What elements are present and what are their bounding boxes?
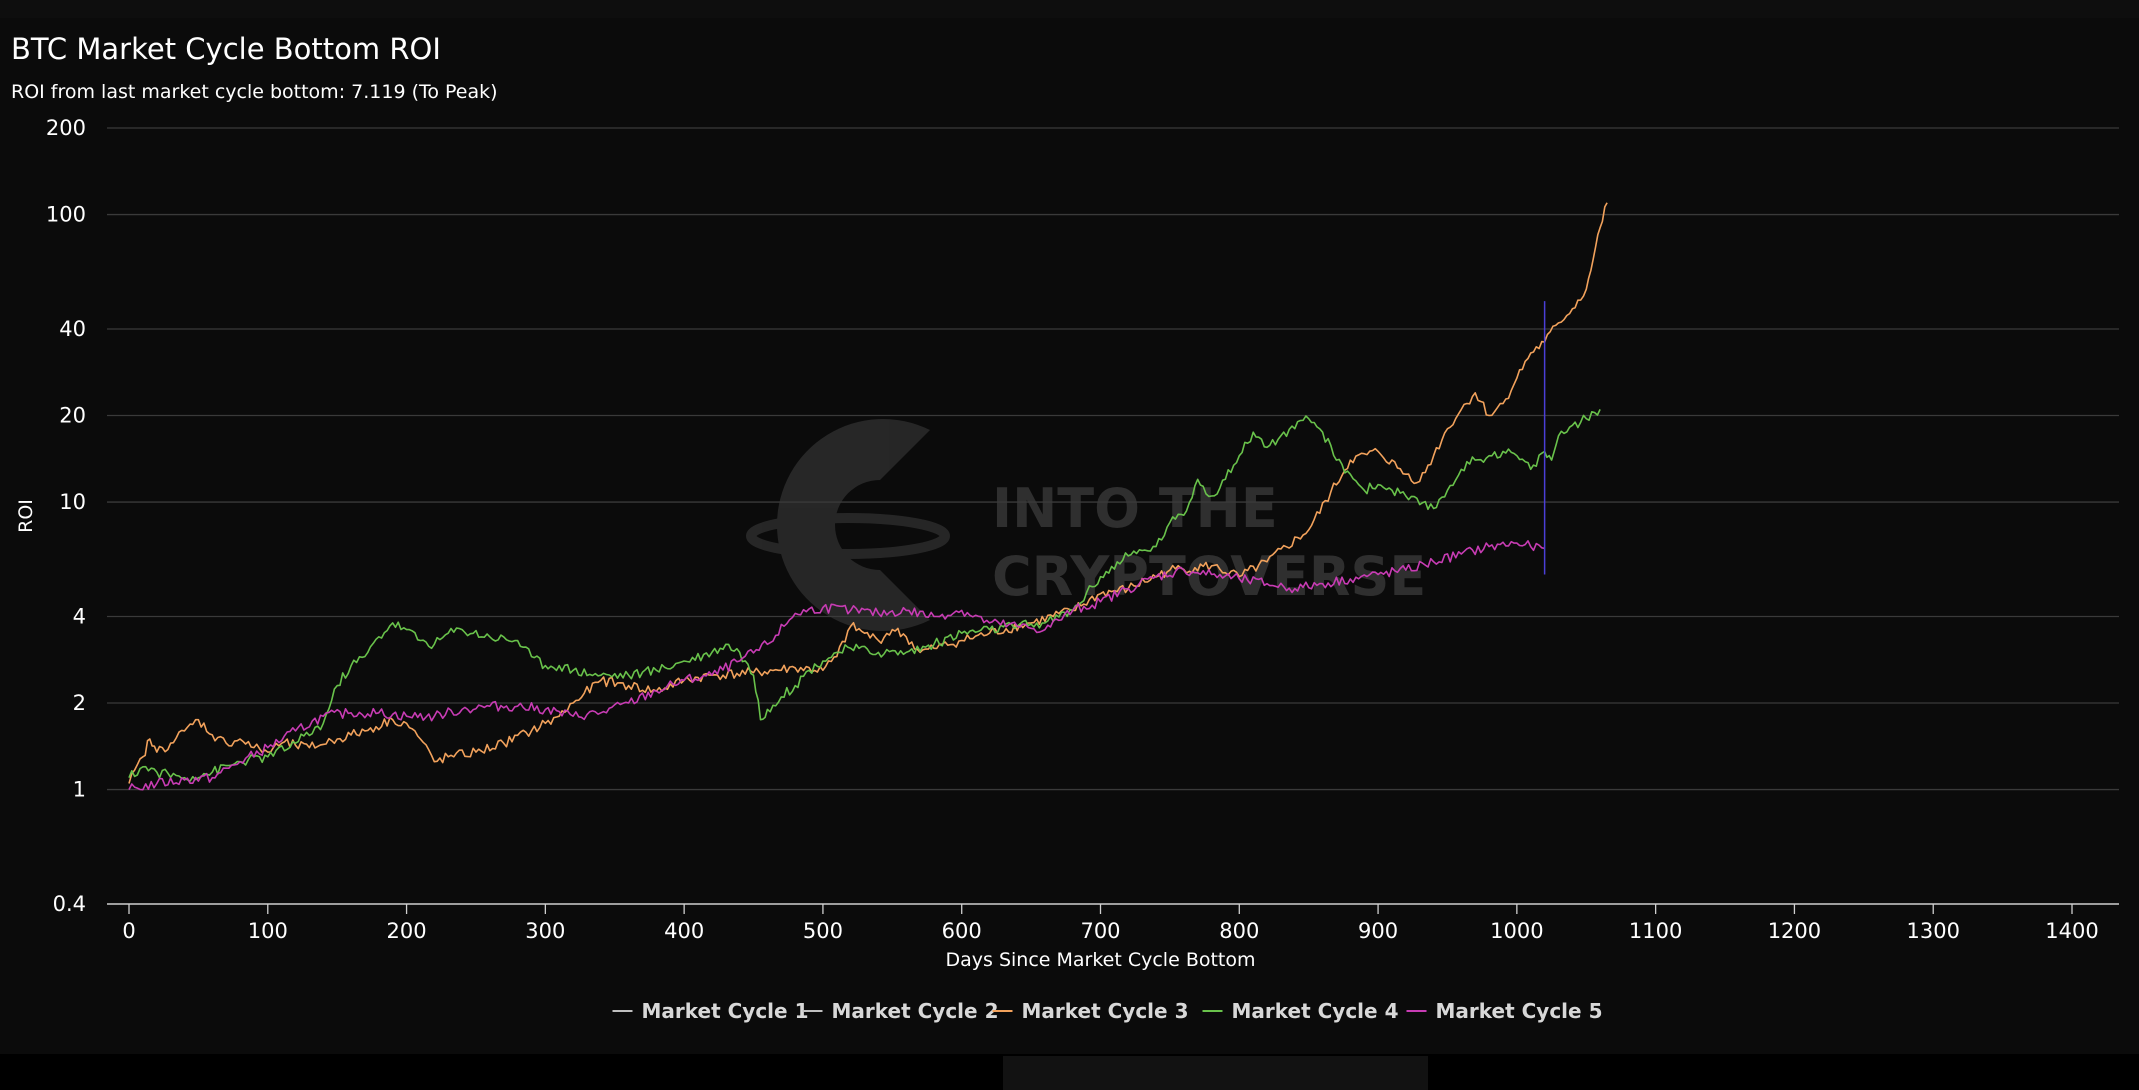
series-line-3 <box>128 202 1608 784</box>
y-tick-label: 0.4 <box>53 892 86 916</box>
chart-title: BTC Market Cycle Bottom ROI <box>11 32 441 66</box>
x-tick-label: 300 <box>525 919 565 943</box>
y-axis-label: ROI <box>15 499 37 533</box>
chart-panel <box>0 18 2139 1054</box>
y-tick-label: 10 <box>59 490 86 514</box>
series-lines <box>128 202 1608 791</box>
y-tick-label: 20 <box>59 404 86 428</box>
legend-label: Market Cycle 2 <box>832 999 999 1023</box>
x-tick-label: 900 <box>1358 919 1398 943</box>
x-tick-label: 1200 <box>1768 919 1821 943</box>
legend-item-2[interactable]: Market Cycle 2 <box>802 999 999 1023</box>
x-tick-label: 1000 <box>1490 919 1543 943</box>
legend-label: Market Cycle 4 <box>1232 999 1399 1023</box>
watermark-ring-icon <box>746 513 950 559</box>
x-axis-label: Days Since Market Cycle Bottom <box>945 949 1255 971</box>
legend-item-4[interactable]: Market Cycle 4 <box>1202 999 1399 1023</box>
x-tick-label: 100 <box>248 919 288 943</box>
grid-lines <box>107 127 2119 791</box>
legend[interactable]: Market Cycle 1 Market Cycle 2 Market Cycle… <box>612 999 1603 1023</box>
x-tick-label: 1300 <box>1906 919 1959 943</box>
y-tick-label: 2 <box>73 691 86 715</box>
x-tick-label: 400 <box>664 919 704 943</box>
watermark-text-line-1: INTO THE <box>992 477 1278 540</box>
legend-label: Market Cycle 5 <box>1436 999 1603 1023</box>
x-tick-label: 700 <box>1080 919 1120 943</box>
y-axis-ticks: 0.4 1 2 4 10 20 40 100 200 <box>46 116 86 916</box>
watermark-text-line-2: CRYPTOVERSE <box>992 545 1426 608</box>
chart-subtitle: ROI from last market cycle bottom: 7.119… <box>11 81 498 103</box>
x-tick-label: 1100 <box>1629 919 1682 943</box>
top-toolbar-strip <box>0 0 2139 18</box>
legend-item-1[interactable]: Market Cycle 1 <box>612 999 809 1023</box>
legend-item-5[interactable]: Market Cycle 5 <box>1406 999 1603 1023</box>
x-tick-label: 1400 <box>2045 919 2098 943</box>
x-tick-label: 500 <box>803 919 843 943</box>
x-tick-label: 600 <box>942 919 982 943</box>
bottom-info-panel <box>1003 1056 1428 1090</box>
x-tick-label: 800 <box>1219 919 1259 943</box>
x-tick-label: 0 <box>122 919 135 943</box>
series-line-4 <box>128 409 1601 782</box>
legend-label: Market Cycle 3 <box>1022 999 1189 1023</box>
y-tick-label: 100 <box>46 203 86 227</box>
x-tick-label: 200 <box>387 919 427 943</box>
y-tick-label: 1 <box>73 778 86 802</box>
y-tick-label: 200 <box>46 116 86 140</box>
y-tick-label: 4 <box>73 604 86 628</box>
series-line-5 <box>128 540 1545 791</box>
legend-item-3[interactable]: Market Cycle 3 <box>992 999 1189 1023</box>
legend-label: Market Cycle 1 <box>642 999 809 1023</box>
x-axis-ticks: 0 100 200 300 400 500 600 700 800 900 1000 1100 1200… <box>122 904 2099 943</box>
y-tick-label: 40 <box>59 317 86 341</box>
watermark-logo-icon <box>776 419 930 632</box>
watermark: INTO THE CRYPTOVERSE <box>746 419 1426 632</box>
